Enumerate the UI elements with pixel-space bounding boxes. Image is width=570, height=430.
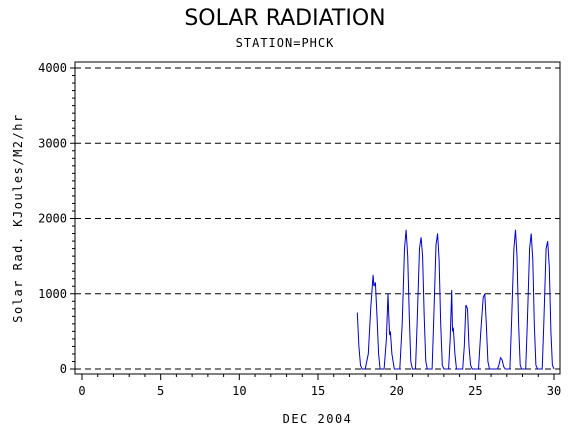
y-tick-label: 1000 [38, 287, 67, 301]
x-tick-label: 15 [311, 384, 325, 398]
y-axis: 0 1000 2000 3000 4000 [38, 61, 75, 376]
x-tick-label: 5 [157, 384, 164, 398]
y-tick-label: 4000 [38, 61, 67, 75]
x-tick-label: 25 [468, 384, 482, 398]
series-line [356, 229, 555, 370]
y-tick-label: 3000 [38, 136, 67, 150]
grid-lines [75, 67, 560, 370]
x-tick-label: 30 [547, 384, 561, 398]
x-axis: 0 5 10 15 20 25 30 [78, 374, 561, 398]
series-layer [356, 229, 555, 370]
chart-title: SOLAR RADIATION [184, 6, 386, 31]
y-tick-label: 2000 [38, 212, 67, 226]
x-tick-label: 10 [232, 384, 246, 398]
x-tick-label: 0 [78, 384, 85, 398]
y-tick-label: 0 [60, 362, 67, 376]
y-axis-label: Solar Rad. KJoules/M2/hr [11, 113, 25, 322]
chart-subtitle: STATION=PHCK [235, 36, 335, 50]
x-tick-label: 20 [389, 384, 403, 398]
x-axis-label: DEC 2004 [283, 412, 353, 426]
